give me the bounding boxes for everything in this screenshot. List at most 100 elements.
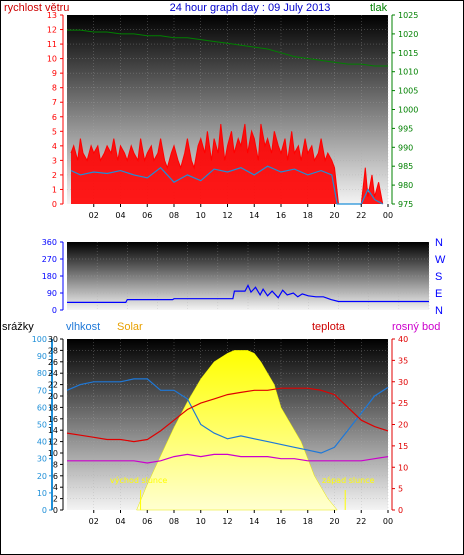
wind-tick-label: 1: [52, 185, 57, 194]
wind-tick-label: 3: [52, 156, 57, 165]
x-tick-label: 16: [276, 211, 286, 220]
wind-tick-label: 10: [47, 55, 57, 64]
direction-tick-label: 270: [42, 255, 57, 264]
temp-tick-label: 15: [398, 442, 408, 451]
humidity-tick-label: 16: [48, 415, 58, 424]
temp-tick-label: 10: [398, 463, 408, 472]
tick-labels: 0123456789101112139759809859909951000100…: [32, 11, 446, 526]
wind-direction-line: [67, 284, 429, 303]
pressure-line: [67, 29, 388, 67]
wind-tick-label: 2: [52, 171, 57, 180]
chart-title: 24 hour graph day : 09 July 2013: [170, 2, 331, 14]
x-tick-label: 02: [89, 517, 99, 526]
wind-tick-label: 4: [52, 142, 57, 151]
pressure-tick-label: 1015: [398, 49, 418, 58]
humidity-tick-label: 24: [48, 369, 58, 378]
humidity-tick-label: 28: [48, 346, 58, 355]
temp-tick-label: 5: [398, 485, 403, 494]
x-tick-label: 00: [383, 517, 393, 526]
wind-tick-label: 12: [47, 26, 57, 35]
humidity-tick-label: 0: [53, 506, 58, 515]
temp-tick-label: 0: [398, 506, 403, 515]
humidity-tick-label: 26: [48, 358, 58, 367]
wind-tick-label: 13: [47, 11, 57, 20]
x-tick-label: 00: [383, 211, 393, 220]
humidity-tick-label: 2: [53, 495, 58, 504]
humidity-line: [66, 378, 389, 454]
humidity-tick-label: 22: [48, 381, 58, 390]
humidity-tick-label: 18: [48, 403, 58, 412]
wind-tick-label: 5: [52, 127, 57, 136]
wind-gust-line: [70, 123, 384, 205]
rain-tick-label: 40: [37, 438, 47, 447]
wind-tick-label: 11: [47, 40, 57, 49]
wind-tick-label: 6: [52, 113, 57, 122]
x-tick-label: 18: [303, 517, 313, 526]
compass-label: N: [435, 305, 443, 317]
pressure-tick-label: 995: [398, 124, 413, 133]
direction-tick-label: 180: [42, 272, 57, 281]
compass-label: N: [435, 237, 443, 249]
humidity-tick-label: 4: [53, 483, 58, 492]
temp-tick-label: 40: [398, 335, 408, 344]
pressure-tick-label: 980: [398, 181, 413, 190]
humidity-tick-label: 6: [53, 472, 58, 481]
temp-axis-title: teplota: [312, 321, 346, 333]
sunset-label: západ slunce: [322, 476, 375, 485]
temperature-line: [66, 387, 389, 443]
x-tick-label: 18: [303, 211, 313, 220]
sunrise-label: východ slunce: [110, 476, 167, 485]
temp-tick-label: 30: [398, 378, 408, 387]
rain-tick-label: 60: [37, 403, 47, 412]
pressure-tick-label: 990: [398, 143, 413, 152]
x-tick-label: 06: [142, 517, 152, 526]
series-lines: [66, 29, 429, 510]
humidity-tick-label: 10: [48, 449, 58, 458]
rain-axis-title: srážky: [2, 321, 34, 333]
humidity-tick-label: 20: [48, 392, 58, 401]
pressure-tick-label: 975: [398, 200, 413, 209]
temp-tick-label: 25: [398, 399, 408, 408]
wind-tick-label: 8: [52, 84, 57, 93]
axes: [49, 14, 395, 513]
humidity-axis-title: vlhkost: [66, 321, 100, 333]
solar-area: [136, 350, 338, 511]
humidity-tick-label: 14: [48, 426, 58, 435]
wind-tick-label: 7: [52, 98, 57, 107]
dewpoint-line: [67, 453, 389, 464]
rain-tick-label: 50: [37, 421, 47, 430]
x-tick-label: 22: [356, 517, 366, 526]
x-tick-label: 12: [222, 517, 232, 526]
x-tick-label: 06: [142, 211, 152, 220]
direction-tick-label: 0: [52, 306, 57, 315]
wind-gust-area: [71, 124, 383, 204]
dew-axis-title: rosný bod: [392, 321, 440, 333]
humidity-tick-label: 12: [48, 438, 58, 447]
pressure-tick-label: 1005: [398, 87, 418, 96]
compass-label: W: [435, 254, 446, 266]
x-tick-label: 12: [222, 211, 232, 220]
direction-tick-label: 360: [42, 238, 57, 247]
right-axis-title: tlak: [370, 2, 388, 14]
rain-tick-label: 80: [37, 369, 47, 378]
rain-tick-label: 90: [37, 352, 47, 361]
wind-tick-label: 0: [52, 200, 57, 209]
x-tick-label: 14: [249, 211, 259, 220]
x-tick-label: 02: [89, 211, 99, 220]
x-tick-label: 22: [356, 211, 366, 220]
x-tick-label: 20: [329, 517, 339, 526]
temp-tick-label: 20: [398, 421, 408, 430]
left-axis-title: rychlost větru: [4, 2, 69, 14]
rain-tick-label: 100: [32, 335, 47, 344]
rain-tick-label: 0: [42, 506, 47, 515]
x-tick-label: 08: [169, 211, 179, 220]
x-tick-label: 14: [249, 517, 259, 526]
wind-avg-line: [70, 165, 383, 205]
wind-tick-label: 9: [52, 69, 57, 78]
compass-label: E: [435, 288, 442, 300]
x-tick-label: 10: [196, 211, 206, 220]
rain-tick-label: 30: [37, 455, 47, 464]
pressure-tick-label: 985: [398, 162, 413, 171]
direction-tick-label: 90: [47, 289, 57, 298]
